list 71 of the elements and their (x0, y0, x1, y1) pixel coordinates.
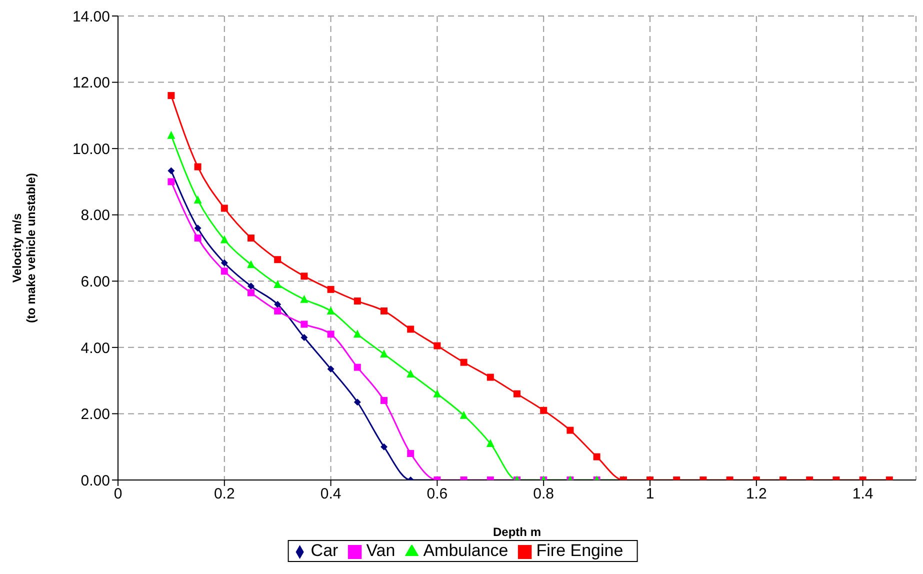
point (407, 326, 414, 333)
x-axis-title: Depth m (493, 525, 541, 539)
legend-label: Van (366, 541, 396, 560)
point (354, 298, 361, 305)
point (300, 294, 308, 303)
point (486, 439, 494, 448)
point (168, 167, 175, 174)
y-tick-label: 10.00 (72, 140, 110, 158)
x-tick-label: 0.8 (533, 486, 554, 503)
point (433, 389, 442, 398)
x-tick-label: 0.2 (214, 486, 235, 503)
point (300, 272, 308, 280)
point (167, 130, 176, 139)
point (354, 398, 361, 406)
point (327, 330, 334, 338)
point (380, 307, 388, 314)
point (300, 334, 308, 341)
point (380, 443, 388, 450)
y-tick-label: 14.00 (72, 8, 110, 26)
point (406, 369, 415, 378)
x-tick-label: 1.2 (746, 486, 767, 503)
x-tick-label: 0.4 (320, 486, 342, 503)
y-tick-label: 8.00 (80, 207, 110, 224)
legend-label: Ambulance (423, 541, 508, 560)
point (327, 365, 334, 372)
point (354, 364, 361, 371)
point (540, 406, 548, 414)
point (486, 374, 494, 381)
y-axis-title: Velocity m/s (to make vehicle unstable) (10, 172, 38, 324)
point (380, 396, 388, 404)
point (168, 178, 175, 186)
x-tick-label: 0 (114, 486, 122, 503)
x-tick-label: 0.6 (426, 486, 448, 503)
point (194, 234, 202, 242)
point (380, 350, 388, 358)
point (274, 300, 282, 308)
y-tick-label: 4.00 (80, 340, 110, 357)
legend-label: Fire Engine (536, 541, 624, 560)
point (220, 268, 228, 275)
point (353, 330, 362, 338)
point (434, 342, 441, 350)
y-tick-label: 6.00 (80, 273, 110, 290)
point (407, 450, 414, 457)
point (168, 92, 175, 100)
point (327, 286, 334, 293)
point (566, 426, 574, 434)
point (514, 390, 520, 398)
point (220, 259, 228, 266)
point (274, 280, 282, 288)
point (248, 234, 254, 242)
point (220, 235, 228, 244)
point (274, 256, 282, 264)
point (220, 204, 228, 212)
point (194, 224, 202, 232)
point (247, 260, 255, 268)
legend-label: Car (310, 541, 338, 560)
x-tick-label: 1 (646, 486, 654, 503)
point (194, 195, 202, 204)
point (194, 163, 202, 170)
y-tick-label: 2.00 (80, 406, 110, 424)
point (326, 306, 335, 314)
point (460, 410, 468, 419)
point (593, 453, 600, 460)
x-tick-label: 1.4 (852, 486, 874, 503)
point (300, 320, 308, 328)
point (248, 282, 254, 290)
y-tick-label: 0.00 (80, 472, 110, 490)
y-tick-label: 12.00 (72, 74, 110, 92)
point (274, 307, 282, 314)
point (248, 289, 254, 296)
point (460, 358, 468, 366)
